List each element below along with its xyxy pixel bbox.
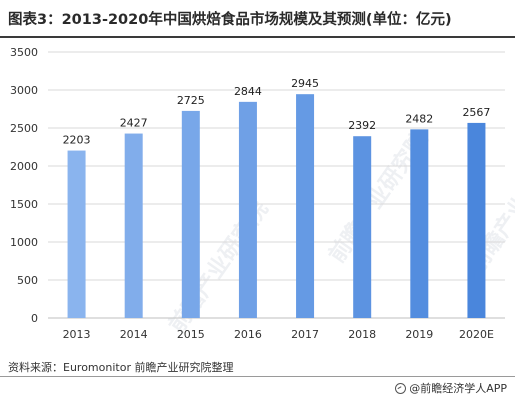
- x-tick-label: 2016: [234, 328, 262, 341]
- data-label: 2945: [291, 77, 319, 90]
- y-axis-ticks: 0 500 1000 1500 2000 2500 3000 3500: [10, 46, 38, 325]
- x-tick-label: 2017: [291, 328, 319, 341]
- y-tick-label: 0: [31, 312, 38, 325]
- y-tick-label: 1000: [10, 236, 38, 249]
- bar: [124, 133, 143, 318]
- source-note: 资料来源：Euromonitor 前瞻产业研究院整理: [8, 361, 234, 374]
- x-tick-label: 2014: [120, 328, 148, 341]
- data-label: 2725: [177, 94, 205, 107]
- data-label: 2844: [234, 85, 262, 98]
- bar: [353, 136, 372, 318]
- data-labels: 2203 2427 2725 2844 2945 2392 2482 2567: [63, 77, 491, 146]
- bar-chart: 0 500 1000 1500 2000 2500 3000 3500 2203 2427 272…: [10, 46, 505, 341]
- gridlines: [48, 51, 505, 319]
- brand-text: @前瞻经济学人APP: [409, 382, 507, 395]
- y-tick-label: 2500: [10, 122, 38, 135]
- brand-credit: @前瞻经济学人APP: [395, 380, 507, 396]
- bar: [296, 94, 315, 319]
- y-tick-label: 2000: [10, 160, 38, 173]
- bar: [410, 129, 429, 318]
- data-label: 2567: [462, 106, 490, 119]
- data-label: 2203: [63, 134, 91, 147]
- brand-logo-icon: [395, 382, 407, 394]
- y-tick-label: 3000: [10, 84, 38, 97]
- bar: [467, 122, 486, 319]
- data-label: 2482: [405, 112, 433, 125]
- bar: [238, 101, 257, 318]
- chart-title: 图表3：2013-2020年中国烘焙食品市场规模及其预测(单位：亿元): [8, 12, 452, 28]
- y-tick-label: 500: [17, 274, 38, 287]
- data-label: 2427: [120, 117, 148, 130]
- x-tick-label: 2015: [177, 328, 205, 341]
- y-tick-label: 3500: [10, 46, 38, 59]
- x-axis-ticks: 2013 2014 2015 2016 2017 2018 2019 2020E: [63, 328, 494, 341]
- x-tick-label: 2018: [348, 328, 376, 341]
- y-tick-label: 1500: [10, 198, 38, 211]
- bar: [181, 110, 200, 319]
- x-tick-label: 2013: [63, 328, 91, 341]
- bar: [67, 150, 86, 318]
- title-divider: [0, 36, 515, 38]
- footer-divider: [0, 376, 515, 377]
- data-label: 2392: [348, 119, 376, 132]
- x-tick-label: 2020E: [459, 328, 494, 341]
- x-tick-label: 2019: [405, 328, 433, 341]
- bars: [67, 94, 486, 319]
